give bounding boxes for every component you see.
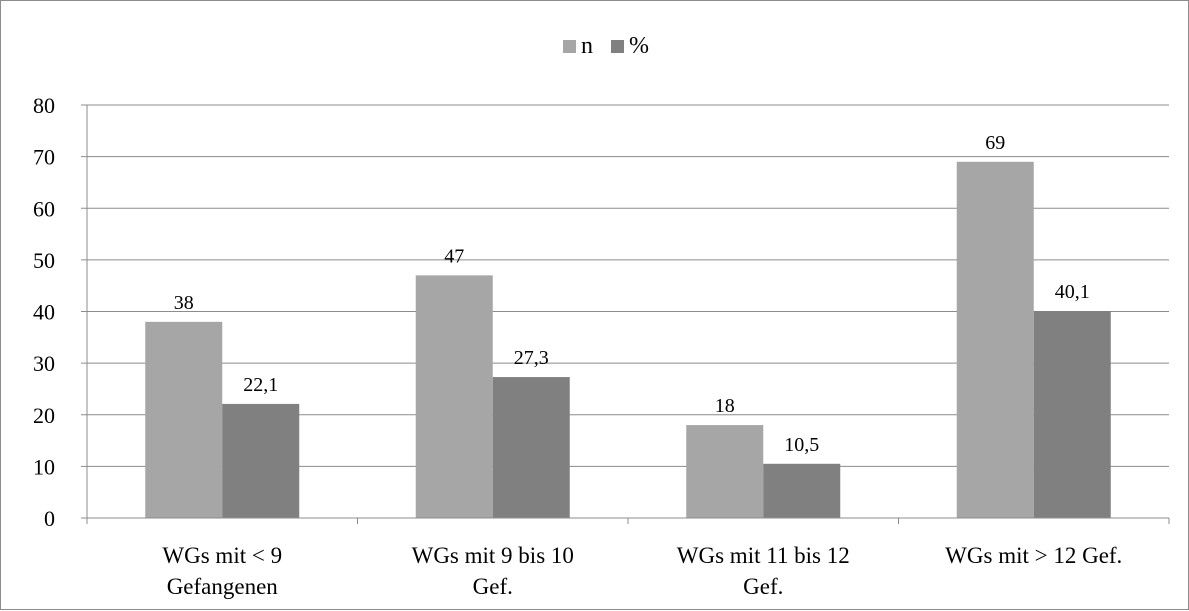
x-tick-label: Gef. — [743, 574, 783, 599]
bars — [145, 161, 1111, 518]
legend-label: n — [581, 33, 593, 59]
bar-percent — [1033, 310, 1111, 518]
x-tick-label: WGs mit 9 bis 10 — [412, 543, 574, 568]
bar-n — [415, 275, 493, 518]
y-tick-label: 70 — [33, 145, 55, 170]
legend-swatch — [563, 40, 576, 53]
data-label: 38 — [174, 292, 194, 314]
y-tick-label: 40 — [33, 300, 55, 325]
bar-percent — [492, 377, 570, 518]
legend-swatch — [611, 40, 624, 53]
y-tick-label: 60 — [33, 196, 55, 221]
labels: 38 22,1 WGs mit < 9 Gefangenen 47 27,3 WGs mit… — [162, 132, 1122, 599]
x-tick-label: WGs mit 11 bis 12 — [677, 543, 850, 568]
data-label: 18 — [715, 395, 735, 417]
axes: 0 10 20 30 40 50 60 70 80 — [33, 93, 1170, 531]
x-tick-label: Gef. — [473, 574, 513, 599]
data-label: 40,1 — [1055, 281, 1090, 303]
data-label: 22,1 — [243, 374, 278, 396]
data-label: 10,5 — [784, 434, 819, 456]
legend-label: % — [629, 33, 649, 59]
data-label: 27,3 — [514, 347, 549, 369]
bar-percent — [763, 463, 841, 518]
y-tick-label: 0 — [44, 506, 55, 531]
bar-n — [956, 161, 1034, 518]
data-label: 69 — [985, 132, 1005, 154]
x-tick-label: WGs mit > 12 Gef. — [945, 543, 1122, 568]
y-tick-label: 30 — [33, 351, 55, 376]
y-tick-label: 20 — [33, 403, 55, 428]
y-tick-label: 50 — [33, 248, 55, 273]
bar-n — [686, 425, 764, 518]
y-tick-label: 80 — [33, 93, 55, 118]
legend: n% — [563, 33, 649, 59]
bar-n — [145, 321, 223, 518]
bar-percent — [222, 403, 300, 518]
x-tick-label: Gefangenen — [167, 574, 279, 599]
x-tick-label: WGs mit < 9 — [162, 543, 282, 568]
y-tick-label: 10 — [33, 454, 55, 479]
data-label: 47 — [444, 245, 464, 267]
